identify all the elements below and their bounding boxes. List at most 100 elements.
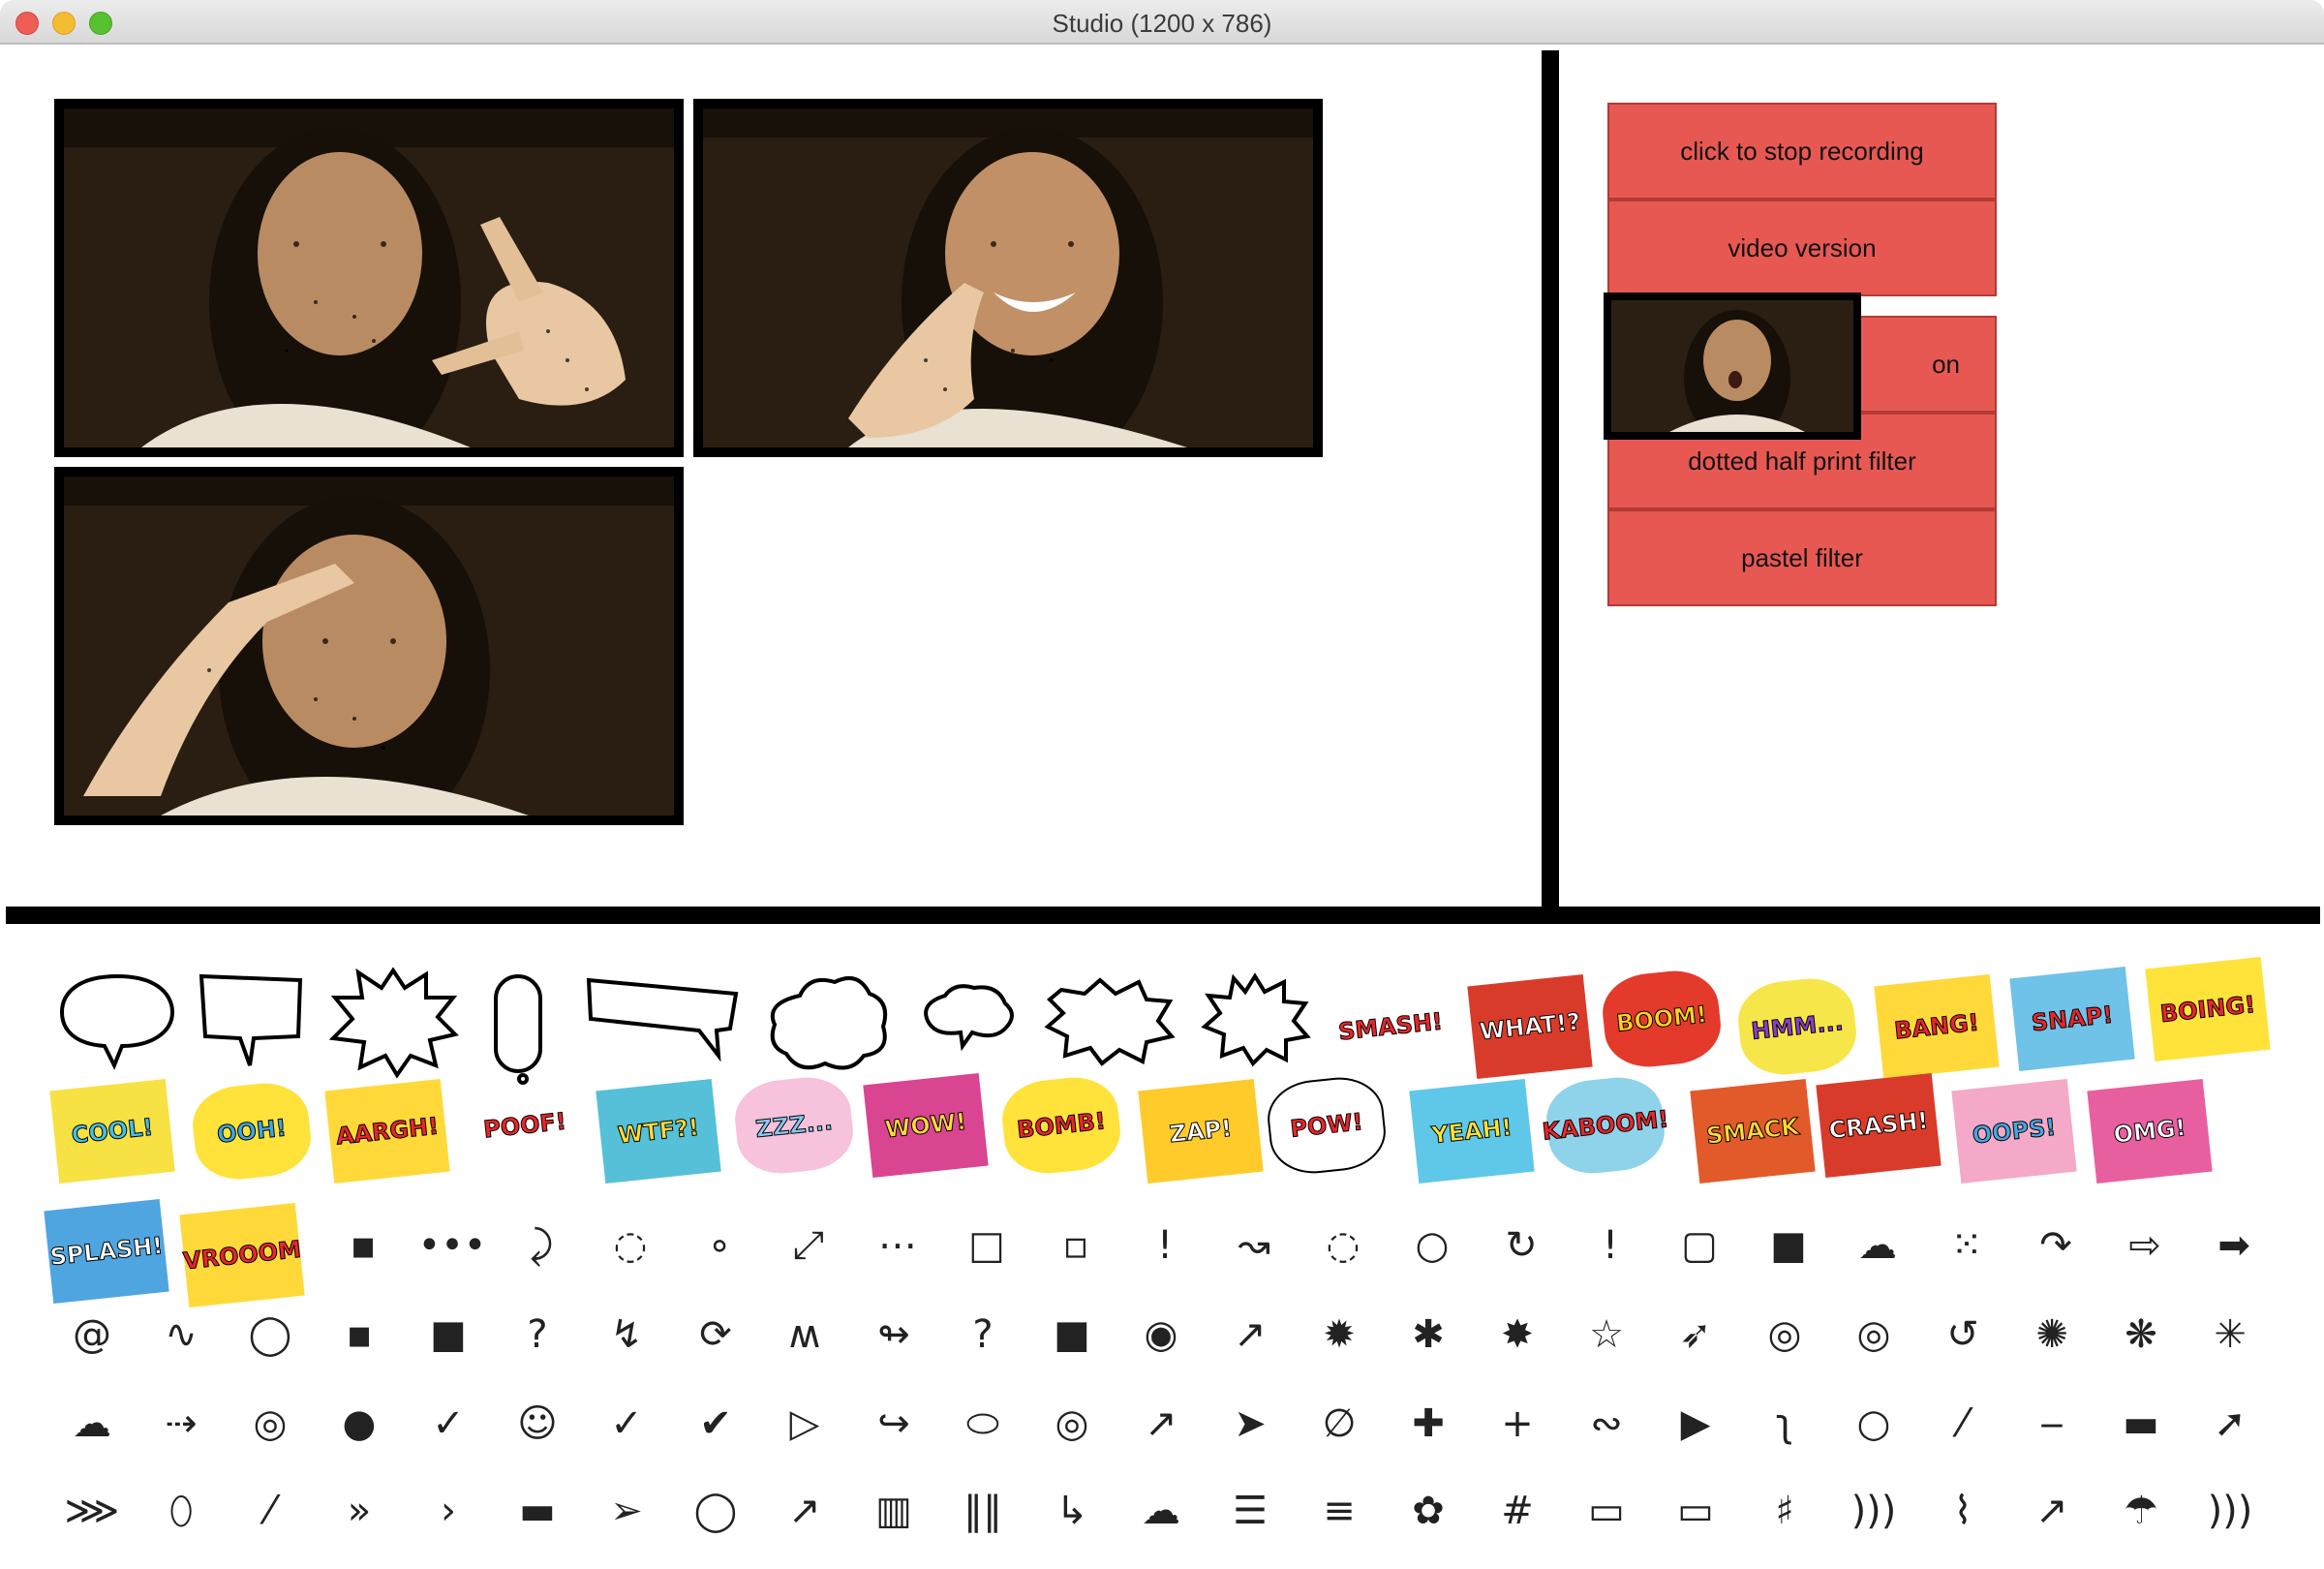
small-asterisk-icon[interactable]: ✱ xyxy=(1412,1312,1445,1357)
dashed-circle-icon[interactable]: ◌ xyxy=(1326,1223,1361,1268)
filled-triangle-icon[interactable]: ▶ xyxy=(1680,1401,1711,1446)
chat-square-icon[interactable]: ▭ xyxy=(1588,1489,1625,1533)
photo-panel-3[interactable] xyxy=(54,467,684,825)
thin-arrow-icon[interactable]: ↗ xyxy=(788,1489,821,1533)
thick-circle-icon[interactable]: ○ xyxy=(1856,1401,1891,1446)
speech-bubble-oval-sticker[interactable] xyxy=(54,969,180,1075)
splash-word-sticker[interactable]: SPLASH! xyxy=(44,1198,169,1305)
hook-arrow-icon[interactable]: ʅ xyxy=(1775,1401,1794,1446)
scribble-block-icon[interactable]: ▪ xyxy=(346,1312,373,1357)
scribble-bar-icon[interactable]: ▬ xyxy=(519,1489,556,1533)
double-arrow-icon[interactable]: ⤢ xyxy=(793,1223,824,1268)
tally-icon[interactable]: ‖‖ xyxy=(963,1489,1002,1533)
maximize-window-button[interactable] xyxy=(89,12,112,35)
vrooom-word-sticker[interactable]: VROOOM xyxy=(179,1202,305,1308)
small-square-icon[interactable]: ▫ xyxy=(1062,1223,1089,1268)
long-arrow-icon[interactable]: ↗ xyxy=(2035,1489,2068,1533)
smile-icon[interactable]: ☺ xyxy=(517,1401,558,1446)
oops-word-sticker[interactable]: OOPS! xyxy=(1951,1078,2077,1184)
yeah-word-sticker[interactable]: YEAH! xyxy=(1409,1078,1535,1184)
crash-word-sticker[interactable]: CRASH! xyxy=(1816,1072,1942,1179)
spiky-bubble-sticker[interactable] xyxy=(1197,970,1313,1067)
refresh-arrows-icon[interactable]: ⟳ xyxy=(699,1312,732,1357)
chat-bubble-icon[interactable]: ◯ xyxy=(248,1312,292,1357)
bold-plus-icon[interactable]: ✚ xyxy=(1412,1401,1445,1446)
diagonal-arrow-icon[interactable]: ↗ xyxy=(1234,1312,1267,1357)
stop-recording-button[interactable]: click to stop recording xyxy=(1607,103,1997,200)
sparkle-icon[interactable]: ❋ xyxy=(2125,1312,2157,1357)
double-ring-icon[interactable]: ◎ xyxy=(1856,1312,1891,1357)
check-arrow-icon[interactable]: ✓ xyxy=(432,1401,465,1446)
live-camera-preview[interactable] xyxy=(1604,292,1861,440)
dashed-arrow-icon[interactable]: ⇢ xyxy=(165,1401,198,1446)
grid-dots-icon[interactable]: ⁙ xyxy=(1950,1223,1983,1268)
cool-word-sticker[interactable]: COOL! xyxy=(49,1078,175,1184)
hmm-word-sticker[interactable]: HMM... xyxy=(1734,973,1860,1080)
circular-arrow-icon[interactable]: ↷ xyxy=(2039,1223,2072,1268)
thin-plus-icon[interactable]: + xyxy=(1501,1401,1534,1446)
black-square-icon[interactable]: ■ xyxy=(430,1312,467,1357)
oval-icon[interactable]: ⬭ xyxy=(965,1401,1000,1446)
speech-bubble-tall-sticker[interactable] xyxy=(480,969,558,1085)
stroke-line-icon[interactable]: ⁄ xyxy=(266,1489,274,1533)
what-word-sticker[interactable]: WHAT!? xyxy=(1467,973,1593,1080)
hash-bold-icon[interactable]: # xyxy=(1501,1489,1534,1533)
cloud-icon[interactable]: ☁ xyxy=(1858,1223,1897,1268)
bold-exclamation-icon[interactable]: ! xyxy=(1602,1223,1619,1268)
sound-waves-icon[interactable]: ))) xyxy=(1850,1489,1897,1533)
small-cloud-bubble-sticker[interactable] xyxy=(916,976,1023,1054)
exclamation-icon[interactable]: ǃ xyxy=(1159,1223,1171,1268)
wow-word-sticker[interactable]: WOW! xyxy=(863,1072,989,1179)
zigzag-line-icon[interactable]: ⌇ xyxy=(1953,1489,1972,1533)
dash-icon[interactable]: ‒ xyxy=(2039,1401,2064,1446)
poof-word-sticker[interactable]: POOF! xyxy=(481,1107,568,1144)
bold-dash-icon[interactable]: ▬ xyxy=(2123,1401,2159,1446)
solid-square-icon[interactable]: ■ xyxy=(1054,1312,1090,1357)
smack-word-sticker[interactable]: SMACK xyxy=(1690,1078,1816,1184)
question-icon[interactable]: ? xyxy=(527,1312,548,1357)
target-icon[interactable]: ◎ xyxy=(1055,1401,1089,1446)
photo-panel-2[interactable] xyxy=(693,99,1323,457)
light-burst-icon[interactable]: ✳ xyxy=(2214,1312,2247,1357)
wtf-word-sticker[interactable]: WTF?! xyxy=(596,1078,721,1184)
coil-icon[interactable]: ʍ xyxy=(788,1312,821,1357)
tiny-dotted-circle-icon[interactable]: ∘ xyxy=(707,1223,732,1268)
sketch-square-icon[interactable]: □ xyxy=(968,1223,1005,1268)
speech-bubble-wide-sticker[interactable] xyxy=(581,970,746,1067)
bang-word-sticker[interactable]: BANG! xyxy=(1874,973,2000,1080)
hash-thin-icon[interactable]: ♯ xyxy=(1775,1489,1794,1533)
lines-icon[interactable]: ☰ xyxy=(1233,1489,1268,1533)
arrow-feather-icon[interactable]: ➶ xyxy=(1679,1312,1712,1357)
dots-icon[interactable]: ⋯ xyxy=(878,1223,917,1268)
swoosh-icon[interactable]: ⁄ xyxy=(1959,1401,1967,1446)
bold-question-icon[interactable]: ? xyxy=(972,1312,994,1357)
speech-bubble-rectangle-sticker[interactable] xyxy=(194,969,310,1075)
bold-ring-icon[interactable]: ● xyxy=(342,1401,377,1446)
snap-word-sticker[interactable]: SNAP! xyxy=(2009,966,2135,1072)
text-lines-icon[interactable]: ≡ xyxy=(1323,1489,1356,1533)
zap-word-sticker[interactable]: ZAP! xyxy=(1138,1078,1264,1184)
flower-cloud-icon[interactable]: ✿ xyxy=(1412,1489,1445,1533)
pastel-filter-button[interactable]: pastel filter xyxy=(1607,509,1997,606)
small-chevrons-icon[interactable]: › xyxy=(441,1489,456,1533)
ellipsis-icon[interactable]: ••• xyxy=(417,1223,487,1268)
swoosh-arrow-icon[interactable]: ➚ xyxy=(2214,1401,2247,1446)
curly-arrow-icon[interactable]: ↪ xyxy=(877,1401,910,1446)
chevrons-outline-icon[interactable]: ⋙ xyxy=(64,1489,120,1533)
photo-panel-1[interactable] xyxy=(54,99,684,457)
small-circle-icon[interactable]: ○ xyxy=(1415,1223,1450,1268)
concentric-circle-icon[interactable]: ◎ xyxy=(253,1401,288,1446)
jagged-bubble-sticker[interactable] xyxy=(1042,972,1177,1069)
rain-cloud-icon[interactable]: ☂ xyxy=(2124,1489,2158,1533)
loop-scribble-icon[interactable]: ∅ xyxy=(1322,1401,1357,1446)
lightning-arrow-icon[interactable]: ↯ xyxy=(610,1312,643,1357)
cloud-sketch-icon[interactable]: ☁ xyxy=(1142,1489,1180,1533)
zigzag-arrow-icon[interactable]: ↝ xyxy=(1238,1223,1270,1268)
outline-arrow-icon[interactable]: ⇨ xyxy=(2128,1223,2161,1268)
chat-square-bold-icon[interactable]: ▭ xyxy=(1677,1489,1714,1533)
step-arrow-icon[interactable]: ↳ xyxy=(1055,1489,1088,1533)
double-chevron-icon[interactable]: » xyxy=(347,1489,372,1533)
speech-bubble-burst-sticker[interactable] xyxy=(325,963,461,1079)
boing-word-sticker[interactable]: BOING! xyxy=(2145,956,2271,1062)
brush-circle-icon[interactable]: ◯ xyxy=(693,1489,738,1533)
